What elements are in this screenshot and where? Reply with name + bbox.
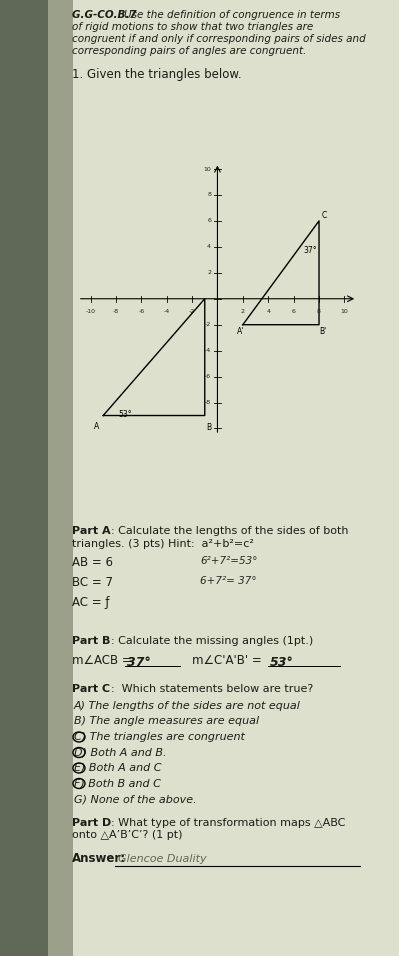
Text: B': B': [319, 327, 326, 336]
Text: Part B: Part B: [72, 636, 111, 646]
Text: :  Which statements below are true?: : Which statements below are true?: [111, 684, 313, 694]
Text: corresponding pairs of angles are congruent.: corresponding pairs of angles are congru…: [72, 46, 306, 56]
Text: B) The angle measures are equal: B) The angle measures are equal: [74, 716, 259, 727]
Text: onto △A’B’C’? (1 pt): onto △A’B’C’? (1 pt): [72, 831, 182, 840]
Text: m∠ACB =: m∠ACB =: [72, 654, 136, 667]
Text: C) The triangles are congruent: C) The triangles are congruent: [74, 732, 245, 742]
Text: Answer:: Answer:: [72, 853, 126, 865]
Text: 8: 8: [207, 192, 211, 198]
Text: Part C: Part C: [72, 684, 110, 694]
Text: 10: 10: [340, 309, 348, 315]
Text: Part A: Part A: [72, 526, 111, 536]
Text: m∠C'A'B' =: m∠C'A'B' =: [192, 654, 265, 667]
Text: B: B: [206, 424, 211, 432]
Text: G) None of the above.: G) None of the above.: [74, 794, 197, 804]
Text: A': A': [237, 327, 244, 336]
Text: 53°: 53°: [119, 410, 132, 419]
Text: C: C: [322, 211, 327, 220]
Text: -8: -8: [205, 400, 211, 405]
Text: -4: -4: [164, 309, 170, 315]
Text: -2: -2: [205, 322, 211, 327]
Text: F) Both B and C: F) Both B and C: [74, 778, 161, 789]
Text: : What type of transformation maps △ABC: : What type of transformation maps △ABC: [111, 817, 346, 828]
Text: G.G-CO.B.7: G.G-CO.B.7: [72, 10, 140, 20]
Text: 37°: 37°: [304, 247, 318, 255]
Text: : Calculate the missing angles (1pt.): : Calculate the missing angles (1pt.): [111, 636, 313, 646]
Text: 2: 2: [241, 309, 245, 315]
Text: -8: -8: [113, 309, 119, 315]
Text: 2: 2: [207, 271, 211, 275]
Bar: [48, 0, 73, 956]
Text: triangles. (3 pts) Hint:  a²+b²=c²: triangles. (3 pts) Hint: a²+b²=c²: [72, 539, 254, 549]
Bar: [0, 0, 48, 956]
Text: A) The lengths of the sides are not equal: A) The lengths of the sides are not equa…: [74, 701, 301, 711]
Text: 4: 4: [207, 245, 211, 250]
Text: 6: 6: [292, 309, 296, 315]
Text: Part D: Part D: [72, 817, 111, 828]
Text: 10: 10: [203, 166, 211, 171]
Text: -4: -4: [205, 348, 211, 353]
Text: -10: -10: [85, 309, 95, 315]
Text: AC = ƒ: AC = ƒ: [72, 596, 109, 609]
Text: Glencoe Duality: Glencoe Duality: [118, 855, 207, 864]
Text: 37°: 37°: [127, 656, 151, 669]
Text: D) Both A and B.: D) Both A and B.: [74, 748, 166, 757]
Text: -6: -6: [205, 374, 211, 380]
Text: E) Both A and C: E) Both A and C: [74, 763, 162, 773]
Text: : Calculate the lengths of the sides of both: : Calculate the lengths of the sides of …: [111, 526, 348, 536]
Text: 53°: 53°: [270, 656, 294, 669]
Text: 6²+7²=53°: 6²+7²=53°: [200, 556, 257, 566]
Text: 6+7²= 37°: 6+7²= 37°: [200, 576, 257, 586]
Text: AB = 6: AB = 6: [72, 556, 113, 569]
Text: BC = 7: BC = 7: [72, 576, 113, 589]
Text: 6: 6: [207, 218, 211, 224]
Text: -2: -2: [189, 309, 195, 315]
Text: Use the definition of congruence in terms: Use the definition of congruence in term…: [124, 10, 340, 20]
Text: 4: 4: [266, 309, 270, 315]
Text: congruent if and only if corresponding pairs of sides and: congruent if and only if corresponding p…: [72, 34, 366, 44]
Text: -6: -6: [138, 309, 144, 315]
Text: A: A: [94, 422, 99, 431]
Text: 8: 8: [317, 309, 321, 315]
Text: 1. Given the triangles below.: 1. Given the triangles below.: [72, 68, 242, 81]
Text: of rigid motions to show that two triangles are: of rigid motions to show that two triang…: [72, 22, 313, 32]
